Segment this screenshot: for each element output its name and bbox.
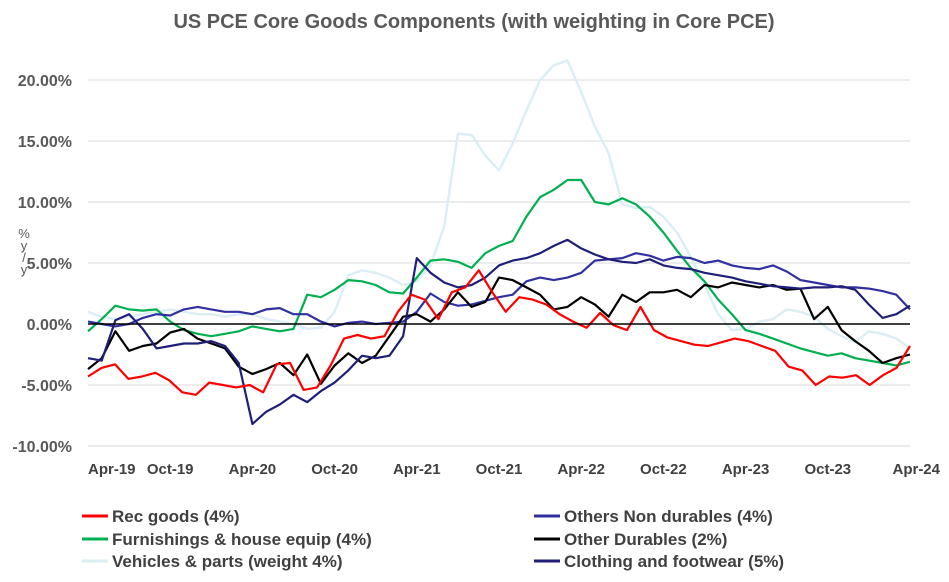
y-tick-label: -10.00% xyxy=(12,439,72,456)
series-line xyxy=(87,59,911,350)
legend-label: Rec goods (4%) xyxy=(112,507,240,526)
legend-label: Furnishings & house equip (4%) xyxy=(112,530,372,549)
y-tick-label: -5.00% xyxy=(21,378,72,395)
legend-item: Rec goods (4%) xyxy=(82,507,240,526)
legend-label: Clothing and footwear (5%) xyxy=(564,552,784,571)
legend-label: Others Non durables (4%) xyxy=(564,507,773,526)
x-tick-label: Apr-23 xyxy=(722,461,770,478)
x-tick-label: Apr-22 xyxy=(557,461,605,478)
series-line xyxy=(87,276,911,385)
y-tick-label: 0.00% xyxy=(27,317,72,334)
y-tick-label: 10.00% xyxy=(18,195,72,212)
x-tick-label: Oct-23 xyxy=(804,461,851,478)
x-tick-label: Oct-22 xyxy=(640,461,687,478)
legend-item: Other Durables (2%) xyxy=(534,530,727,549)
legend-item: Clothing and footwear (5%) xyxy=(534,552,784,571)
y-axis-label: % y / y xyxy=(18,226,30,277)
y-tick-label: 20.00% xyxy=(18,73,72,90)
legend: Rec goods (4%) Others Non durables (4%) Fu… xyxy=(82,507,784,571)
x-tick-label: Oct-20 xyxy=(311,461,358,478)
legend-item: Vehicles & parts (weight 4%) xyxy=(82,552,343,571)
legend-item: Furnishings & house equip (4%) xyxy=(82,530,372,549)
gridlines xyxy=(88,79,910,447)
x-axis-ticks: Apr-19 Oct-19 Apr-20 Oct-20 Apr-21 Oct-21 Apr-… xyxy=(88,461,941,478)
y-tick-label: 5.00% xyxy=(27,256,72,273)
x-tick-label: Oct-19 xyxy=(147,461,194,478)
series-line xyxy=(87,269,911,396)
x-tick-label: Apr-21 xyxy=(393,461,441,478)
y-tick-label: 15.00% xyxy=(18,134,72,151)
series-line xyxy=(87,252,911,328)
series-line xyxy=(87,238,911,426)
x-tick-label: Apr-19 xyxy=(88,461,136,478)
y-axis-ticks: 20.00% 15.00% 10.00% 5.00% 0.00% -5.00% -10.00… xyxy=(12,73,72,456)
x-tick-label: Apr-24 xyxy=(892,461,940,478)
series-line xyxy=(87,178,911,367)
legend-label: Vehicles & parts (weight 4%) xyxy=(112,552,343,571)
chart-title: US PCE Core Goods Components (with weigh… xyxy=(173,11,774,33)
series-lines xyxy=(87,59,911,426)
legend-item: Others Non durables (4%) xyxy=(534,507,773,526)
x-tick-label: Oct-21 xyxy=(476,461,523,478)
x-tick-label: Apr-20 xyxy=(229,461,277,478)
legend-label: Other Durables (2%) xyxy=(564,530,727,549)
